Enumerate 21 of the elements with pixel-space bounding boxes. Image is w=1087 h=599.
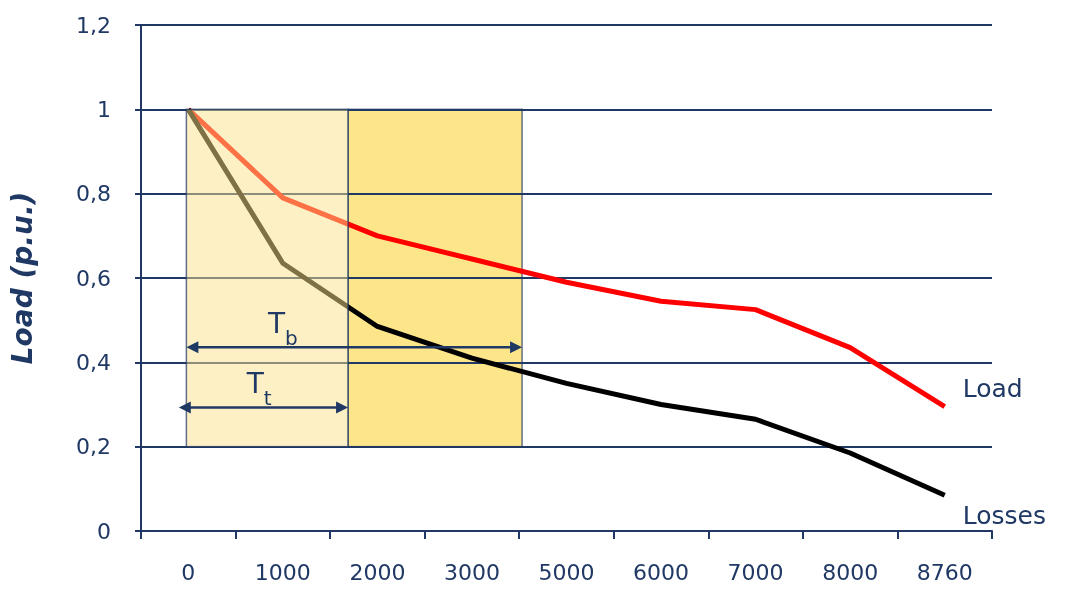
y-tick-label: 0 — [97, 518, 111, 544]
y-tick-label: 1,2 — [76, 12, 111, 38]
x-tick-label: 5000 — [538, 559, 595, 585]
x-tick-label: 8760 — [916, 559, 973, 585]
annotation: T$_{b}$ — [266, 307, 298, 351]
y-tick-label: 0,4 — [76, 349, 111, 375]
x-tick-label: 3000 — [443, 559, 500, 585]
series-label: Losses — [962, 500, 1046, 530]
y-tick-label: 0,2 — [76, 434, 111, 460]
x-tick-label: 6000 — [633, 559, 690, 585]
annotation: T$_{t}$ — [245, 367, 272, 411]
y-tick-label: 1 — [97, 96, 111, 122]
x-tick-label: 7000 — [727, 559, 784, 585]
series-label: Load — [962, 374, 1023, 404]
x-tick-label: 2000 — [349, 559, 406, 585]
x-tick-label: 0 — [181, 559, 196, 585]
y-axis-title: Load (p.u.) — [5, 191, 39, 365]
x-tick-label: 1000 — [254, 559, 311, 585]
x-tick-label: 8000 — [822, 559, 879, 585]
y-tick-label: 0,8 — [76, 181, 111, 207]
y-tick-label: 0,6 — [76, 265, 111, 291]
